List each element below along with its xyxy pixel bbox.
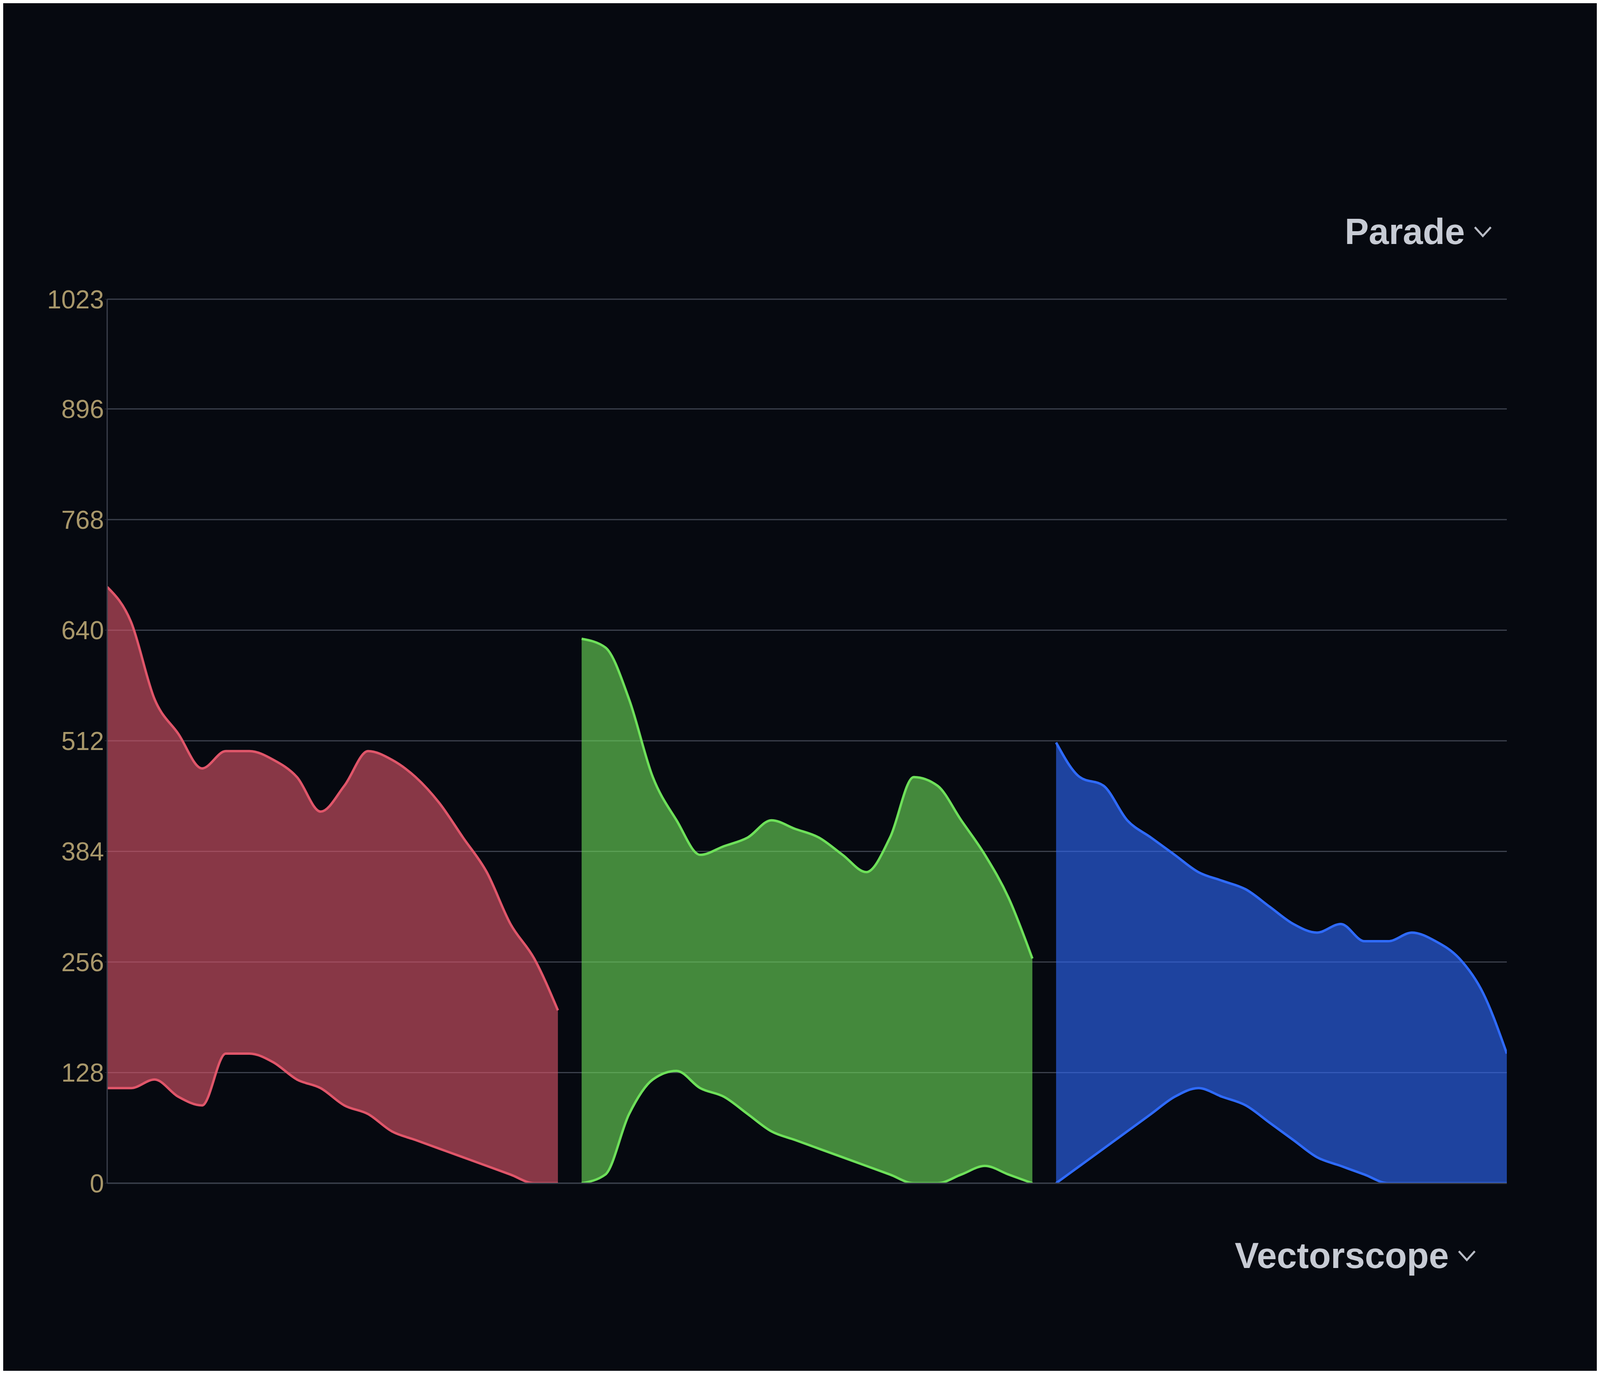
svg-text:1023: 1023 (47, 285, 104, 314)
svg-text:768: 768 (61, 505, 104, 535)
svg-text:128: 128 (61, 1058, 104, 1087)
html-text:Parade: Parade (1344, 211, 1465, 252)
svg-text:0: 0 (89, 1168, 104, 1198)
svg-text:512: 512 (61, 726, 104, 756)
svg-text:896: 896 (61, 394, 104, 424)
html-text:Vectorscope: Vectorscope (1234, 1235, 1449, 1276)
svg-text:384: 384 (61, 836, 104, 866)
svg-text:256: 256 (61, 947, 104, 977)
svg-text:640: 640 (61, 615, 104, 645)
